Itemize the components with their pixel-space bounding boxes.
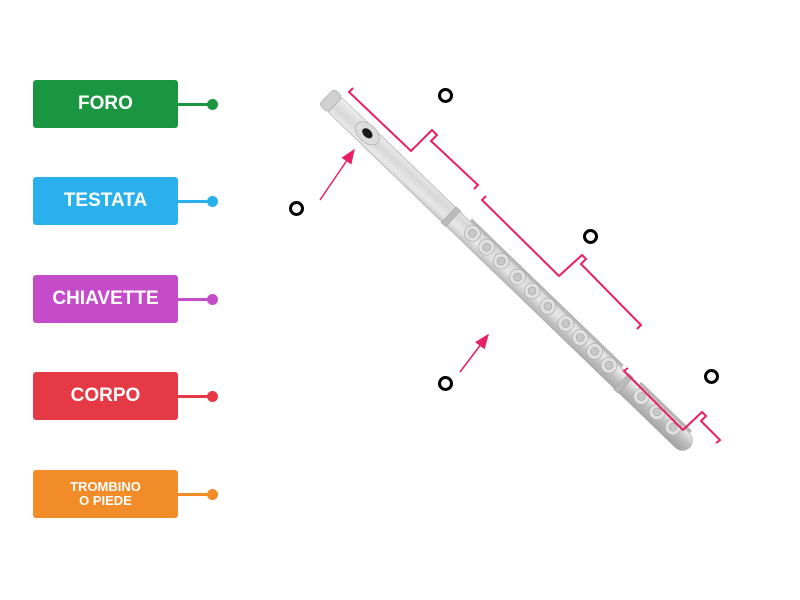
brackets	[349, 88, 720, 443]
drop-target-3[interactable]	[438, 376, 453, 391]
diagram-svg	[0, 0, 800, 600]
drop-target-4[interactable]	[704, 369, 719, 384]
drop-target-2[interactable]	[583, 229, 598, 244]
drop-target-0[interactable]	[438, 88, 453, 103]
flute-illustration	[319, 87, 699, 455]
drop-target-1[interactable]	[289, 201, 304, 216]
